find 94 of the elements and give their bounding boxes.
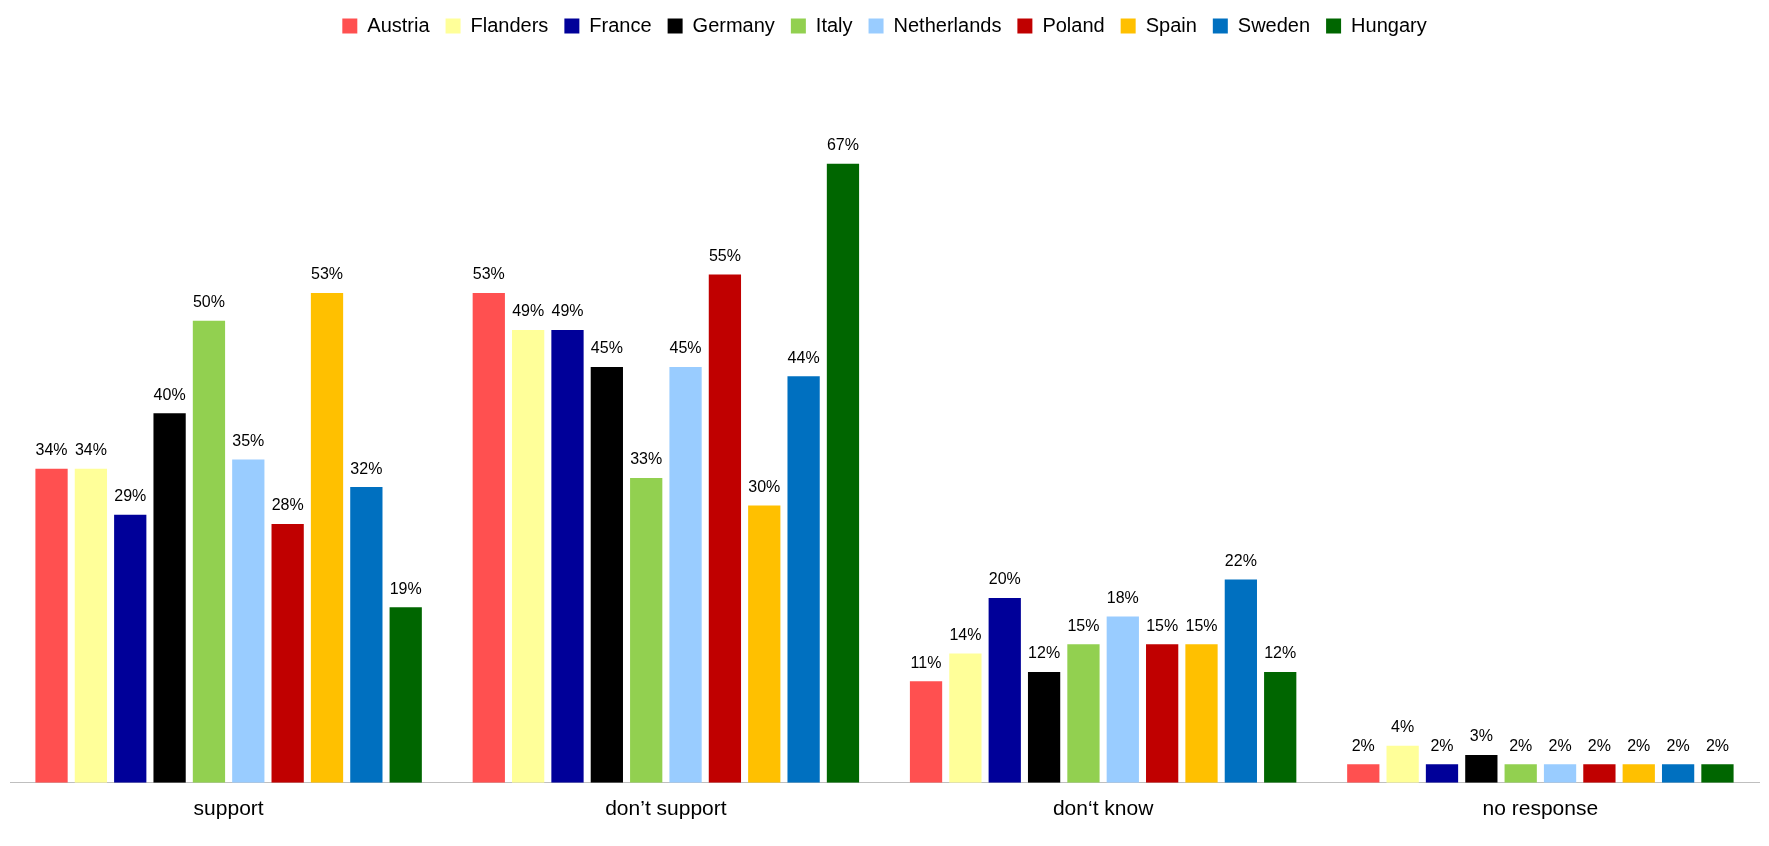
data-label: 33% [630,450,663,468]
bar [708,274,742,783]
legend-label: Sweden [1237,13,1311,36]
data-label: 2% [1666,736,1690,754]
bar [389,607,422,783]
bar [512,330,545,783]
data-label: 12% [1028,644,1061,662]
data-label: 19% [389,579,422,597]
bar [1067,644,1100,783]
bar [1465,755,1498,783]
data-label: 18% [1106,588,1139,606]
bar [1347,764,1380,783]
bar [472,293,505,783]
data-label: 2% [1430,736,1454,754]
data-label: 34% [74,441,107,459]
data-label: 50% [192,293,225,311]
data-label: 2% [1351,736,1375,754]
data-label: 30% [748,478,781,496]
data-label: 45% [669,339,702,357]
x-tick-label: no response [1482,796,1599,820]
bar [74,468,108,783]
data-label: 15% [1185,616,1218,634]
bar [1425,764,1459,783]
data-label: 49% [512,302,545,320]
data-label: 49% [551,302,584,320]
bar [350,487,383,783]
data-label: 2% [1548,736,1572,754]
bar [1224,579,1257,783]
bar [1661,764,1695,783]
data-label: 67% [826,136,859,154]
data-label: 2% [1509,736,1533,754]
bar [1106,616,1139,783]
bar [35,468,68,783]
data-label: 45% [590,339,623,357]
data-label: 2% [1705,736,1730,754]
bar [826,163,860,783]
data-label: 2% [1587,736,1611,754]
x-tick-label: support [193,796,264,820]
legend-label: Poland [1042,13,1105,36]
bar [1543,764,1577,783]
data-label: 53% [472,265,505,283]
data-label: 55% [708,247,741,265]
data-label: 2% [1627,736,1651,754]
legend-label: France [589,13,652,36]
x-tick-label: don‘t know [1052,796,1155,820]
data-label: 4% [1391,718,1415,736]
bar [590,367,623,783]
bar [1386,745,1419,783]
legend-label: Hungary [1351,13,1427,36]
data-label: 22% [1224,551,1257,569]
data-label: 29% [114,487,147,505]
data-label: 3% [1469,727,1493,745]
bar [1622,764,1655,783]
data-label: 20% [988,570,1021,588]
legend-label: Spain [1145,13,1197,36]
bar [310,293,344,783]
bar [1701,764,1734,783]
data-label: 11% [910,653,942,671]
bar [1027,671,1061,783]
bar [1583,764,1616,783]
x-tick-label: don’t support [605,796,727,820]
bar [1146,644,1179,783]
bar [551,330,584,783]
bar [748,505,781,783]
bar [1504,764,1537,783]
data-label: 40% [153,385,186,403]
bar [232,459,265,783]
bar [630,477,663,783]
legend-label: Flanders [470,13,549,36]
data-label: 15% [1067,616,1100,634]
bar [271,524,304,783]
legend-label: Netherlands [893,13,1002,36]
data-label: 53% [310,265,344,283]
data-label: 15% [1146,616,1179,634]
bar [669,367,702,783]
bar [949,653,982,783]
data-label: 34% [35,441,68,459]
data-label: 12% [1264,644,1297,662]
legend-label: Austria [367,13,431,36]
data-label: 35% [232,431,265,449]
legend-label: Italy [815,13,853,36]
legend-label: Germany [692,13,775,36]
bar [909,681,943,783]
bar [114,514,147,783]
bar [787,376,820,783]
data-label: 28% [271,496,304,514]
data-label: 14% [949,625,982,643]
bar [1264,671,1297,783]
bar [192,320,226,783]
bar [1185,644,1218,783]
bar [988,598,1021,783]
data-label: 44% [787,348,820,366]
bar [153,413,186,783]
data-label: 32% [350,459,383,477]
